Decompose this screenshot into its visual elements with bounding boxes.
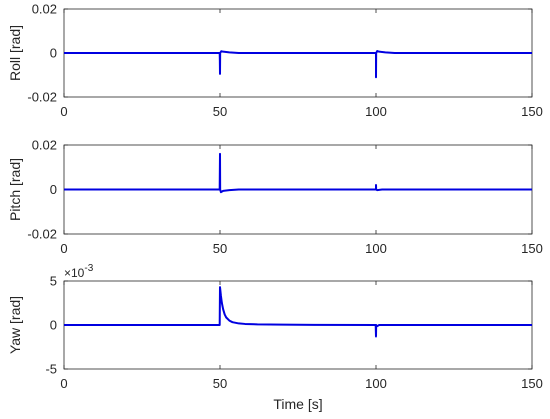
yaw-xtick-label: 50	[213, 376, 227, 391]
pitch-xtick-label: 50	[213, 241, 227, 256]
pitch-ytick-label: -0.02	[27, 227, 57, 242]
roll-xtick-label: 0	[60, 104, 67, 119]
pitch-series-line	[64, 152, 532, 194]
yaw-ytick-label: 0	[50, 318, 57, 333]
yaw-xtick-label: 0	[60, 376, 67, 391]
yaw-subplot: -505 0 50 100 150 Yaw [rad] ×10-3 Time [s]	[7, 263, 543, 412]
yaw-ytick-label: 5	[50, 274, 57, 289]
yaw-xtick-label: 150	[521, 376, 543, 391]
roll-xtick-label: 100	[365, 104, 387, 119]
yaw-xtick-label: 100	[365, 376, 387, 391]
time-xlabel: Time [s]	[273, 396, 322, 412]
roll-ytick-label: 0.02	[32, 2, 57, 17]
pitch-ylabel: Pitch [rad]	[7, 158, 23, 221]
pitch-xtick-label: 100	[365, 241, 387, 256]
yaw-ylabel: Yaw [rad]	[7, 296, 23, 354]
pitch-ytick-label: 0	[50, 182, 57, 197]
pitch-xtick-label: 150	[521, 241, 543, 256]
roll-ytick-label: -0.02	[27, 90, 57, 105]
roll-series-line	[64, 50, 532, 79]
roll-xtick-label: 50	[213, 104, 227, 119]
roll-ytick-label: 0	[50, 46, 57, 61]
yaw-exponent-label: ×10-3	[64, 263, 94, 280]
yaw-series-line	[64, 286, 532, 338]
pitch-ytick-label: 0.02	[32, 138, 57, 153]
roll-ylabel: Roll [rad]	[7, 25, 23, 81]
roll-xtick-label: 150	[521, 104, 543, 119]
pitch-xtick-label: 0	[60, 241, 67, 256]
yaw-ytick-label: -5	[45, 362, 57, 377]
